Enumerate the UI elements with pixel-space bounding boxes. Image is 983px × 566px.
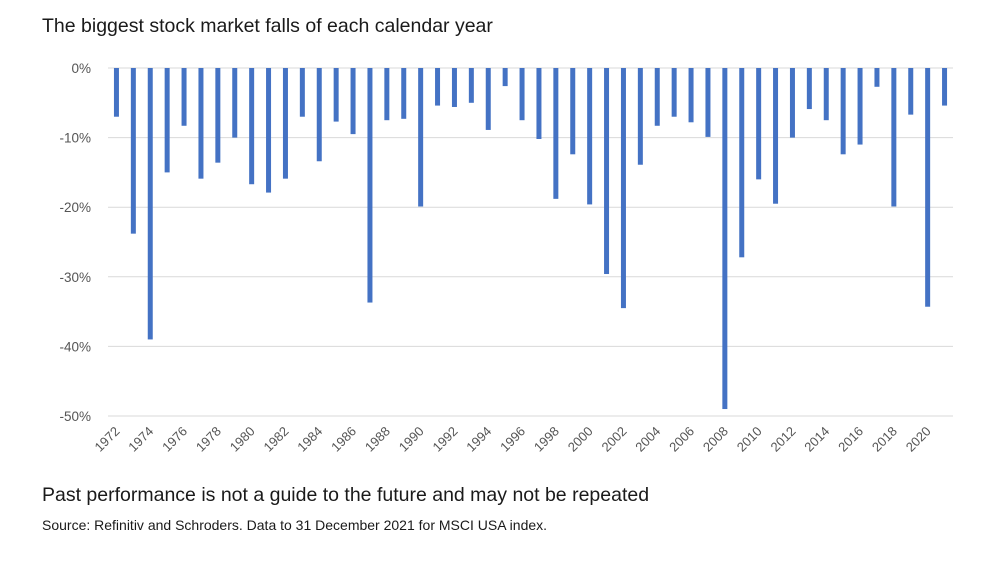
bar-2017 bbox=[874, 68, 880, 87]
y-tick-label: -30% bbox=[59, 270, 91, 285]
bar-1974 bbox=[147, 68, 153, 340]
x-tick-label: 1990 bbox=[396, 424, 427, 455]
x-tick-label: 2012 bbox=[768, 424, 799, 455]
bar-1978 bbox=[215, 68, 221, 163]
bar-1997 bbox=[536, 68, 542, 139]
x-tick-label: 2016 bbox=[835, 424, 866, 455]
bar-2021 bbox=[942, 68, 948, 106]
chart-title: The biggest stock market falls of each c… bbox=[42, 15, 493, 37]
x-tick-label: 2014 bbox=[801, 424, 832, 455]
bar-2012 bbox=[789, 68, 795, 138]
x-tick-label: 2018 bbox=[869, 424, 900, 455]
bar-1979 bbox=[232, 68, 238, 138]
bar-1981 bbox=[266, 68, 272, 193]
bar-1996 bbox=[519, 68, 525, 121]
bar-2016 bbox=[857, 68, 863, 145]
x-tick-label: 1988 bbox=[362, 424, 393, 455]
source-note: Source: Refinitiv and Schroders. Data to… bbox=[42, 517, 548, 533]
x-tick-label: 2004 bbox=[632, 424, 663, 455]
bars bbox=[113, 68, 948, 410]
bar-2018 bbox=[891, 68, 897, 207]
bar-1988 bbox=[384, 68, 390, 121]
bar-2015 bbox=[840, 68, 846, 155]
bar-2008 bbox=[722, 68, 728, 410]
bar-1982 bbox=[282, 68, 288, 179]
bar-1973 bbox=[130, 68, 136, 234]
x-tick-label: 1994 bbox=[463, 424, 494, 455]
bar-2004 bbox=[654, 68, 660, 126]
x-tick-label: 2020 bbox=[903, 424, 934, 455]
bar-2010 bbox=[756, 68, 762, 180]
y-tick-label: 0% bbox=[71, 61, 91, 76]
x-tick-label: 2006 bbox=[666, 424, 697, 455]
bar-1990 bbox=[418, 68, 424, 207]
y-axis-ticks: 0% -10% -20% -30% -40% -50% bbox=[59, 61, 91, 424]
bar-2003 bbox=[637, 68, 643, 165]
bar-1983 bbox=[299, 68, 305, 117]
bar-2007 bbox=[705, 68, 711, 137]
bar-chart: 0%-10%-20%-30%-40%-50% 1972 1974 1976 1978 1… bbox=[59, 61, 953, 455]
x-tick-label: 1986 bbox=[328, 424, 359, 455]
x-tick-label: 2000 bbox=[565, 424, 596, 455]
x-tick-label: 1992 bbox=[430, 424, 461, 455]
x-axis-ticks: 1972 1974 1976 1978 1980 1982 1984 1986 1988 1990… bbox=[92, 424, 934, 455]
bar-1991 bbox=[435, 68, 441, 106]
bar-1976 bbox=[181, 68, 187, 126]
bar-1984 bbox=[316, 68, 322, 162]
x-tick-label: 1998 bbox=[531, 424, 562, 455]
y-tick-label: -10% bbox=[59, 131, 91, 146]
bar-2013 bbox=[806, 68, 812, 110]
bar-1980 bbox=[249, 68, 255, 185]
bar-1999 bbox=[570, 68, 576, 155]
bar-2014 bbox=[823, 68, 829, 121]
x-tick-label: 2008 bbox=[700, 424, 731, 455]
bar-1972 bbox=[113, 68, 119, 117]
x-tick-label: 1972 bbox=[92, 424, 123, 455]
x-tick-label: 2002 bbox=[599, 424, 630, 455]
bar-1987 bbox=[367, 68, 373, 303]
x-tick-label: 1984 bbox=[294, 424, 325, 455]
bar-1989 bbox=[401, 68, 407, 119]
bar-1998 bbox=[553, 68, 559, 199]
y-tick-label: -40% bbox=[59, 339, 91, 354]
bar-1986 bbox=[350, 68, 356, 135]
bar-2009 bbox=[739, 68, 745, 258]
bar-1975 bbox=[164, 68, 170, 173]
bar-2001 bbox=[604, 68, 610, 275]
y-tick-label: -20% bbox=[59, 200, 91, 215]
x-tick-label: 1996 bbox=[497, 424, 528, 455]
bar-1992 bbox=[451, 68, 457, 107]
x-tick-label: 1982 bbox=[261, 424, 292, 455]
bar-1995 bbox=[502, 68, 508, 87]
gridlines bbox=[108, 67, 953, 417]
bar-2019 bbox=[908, 68, 914, 115]
x-tick-label: 1980 bbox=[227, 424, 258, 455]
bar-2011 bbox=[773, 68, 779, 204]
disclaimer-note: Past performance is not a guide to the f… bbox=[42, 484, 650, 506]
bar-1994 bbox=[485, 68, 491, 130]
bar-2000 bbox=[587, 68, 593, 205]
bar-1985 bbox=[333, 68, 339, 122]
x-tick-label: 1974 bbox=[125, 424, 156, 455]
y-tick-label: -50% bbox=[59, 409, 91, 424]
bar-2020 bbox=[925, 68, 931, 307]
x-tick-label: 2010 bbox=[734, 424, 765, 455]
bar-1993 bbox=[468, 68, 474, 103]
bar-1977 bbox=[198, 68, 204, 179]
x-tick-label: 1978 bbox=[193, 424, 224, 455]
bar-2002 bbox=[620, 68, 626, 309]
bar-2006 bbox=[688, 68, 694, 123]
bar-2005 bbox=[671, 68, 677, 117]
x-tick-label: 1976 bbox=[159, 424, 190, 455]
